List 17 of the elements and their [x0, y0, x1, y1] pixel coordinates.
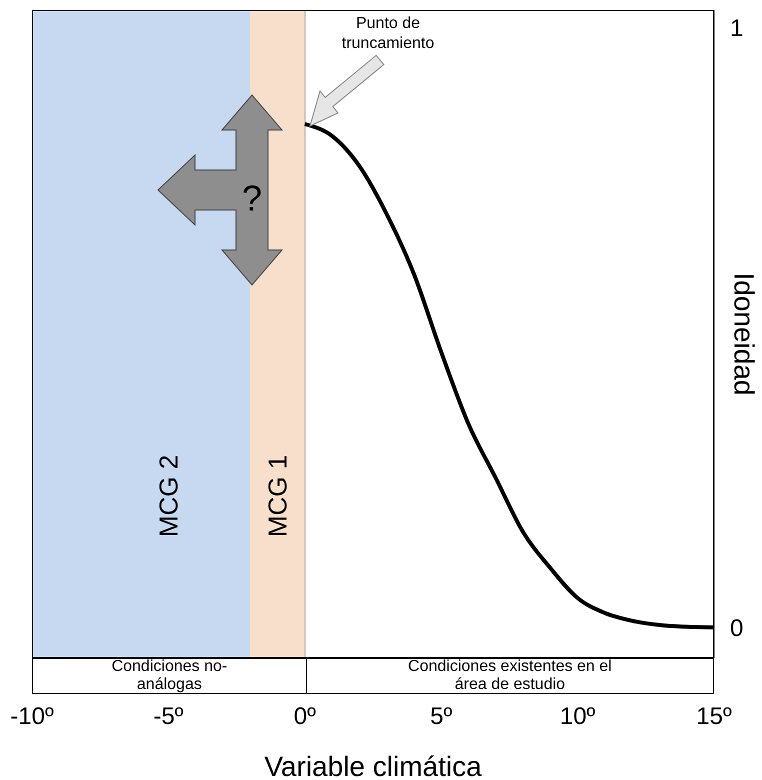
band-label: MCG 2: [153, 454, 184, 538]
annotation: Condiciones existentes en el área de estudio: [407, 658, 613, 694]
annotation: ?: [242, 178, 262, 218]
y-tick-label: 1: [730, 15, 744, 42]
y-axis-title: Idoneidad: [728, 272, 760, 396]
x-tick-label: 5º: [430, 703, 452, 730]
y-tick-label: 0: [730, 615, 744, 642]
conditions-strip: Condiciones no-análogas Condiciones existentes en el área de estudio: [32, 658, 714, 694]
x-tick-label: -10º: [10, 703, 54, 730]
x-tick-label: 10º: [560, 703, 596, 730]
annotation: Punto de truncamiento: [340, 14, 436, 54]
x-tick-label: 15º: [696, 703, 732, 730]
annotation: Condiciones no-análogas: [110, 658, 228, 694]
x-tick-label: 0º: [294, 703, 316, 730]
band-label: MCG 1: [262, 454, 293, 538]
x-axis-title: Variable climática: [264, 751, 482, 780]
x-tick-label: -5º: [153, 703, 184, 730]
